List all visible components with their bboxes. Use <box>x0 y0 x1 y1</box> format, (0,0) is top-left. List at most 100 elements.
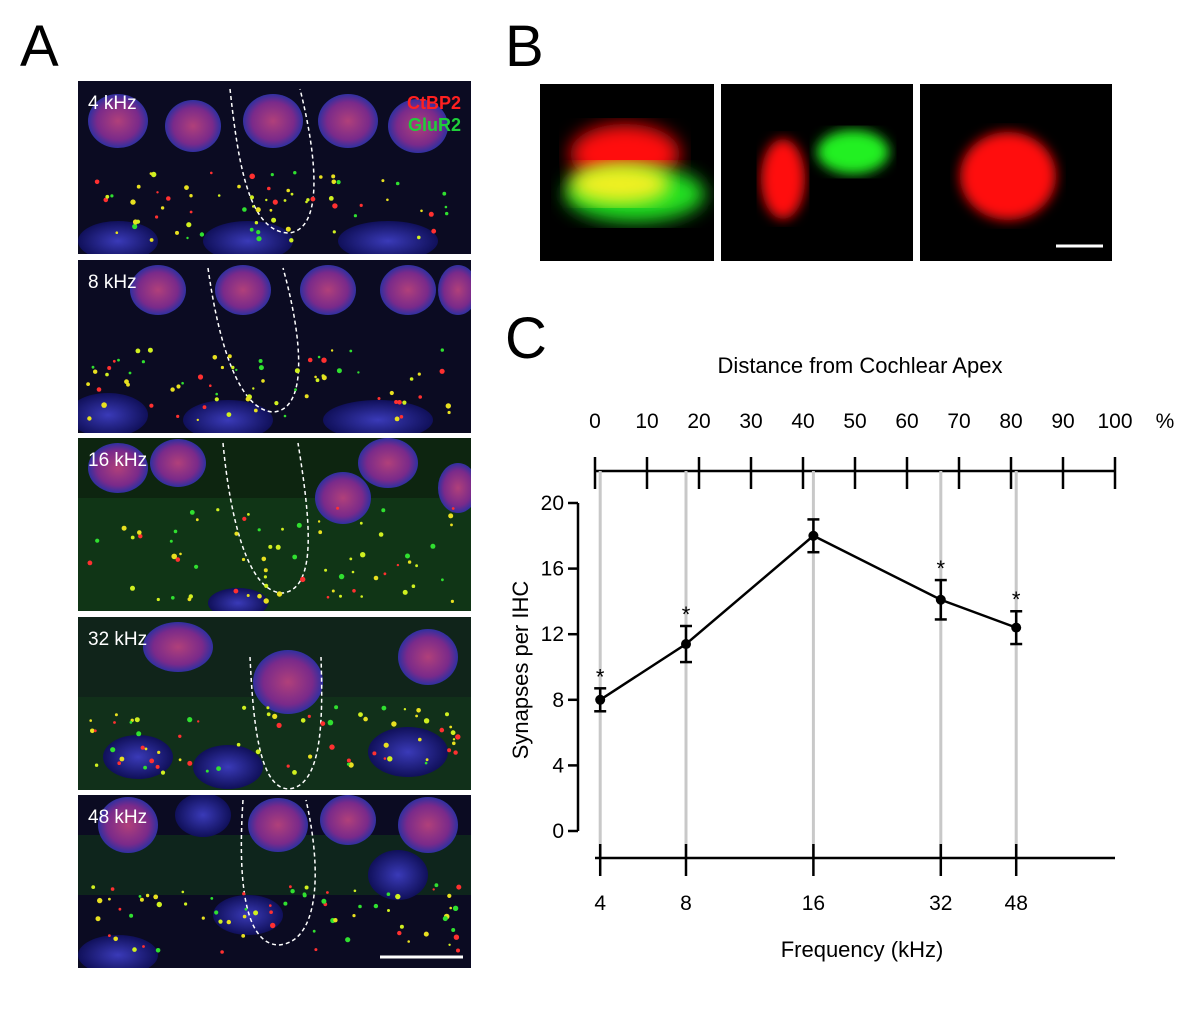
synapse-punctum <box>318 530 323 535</box>
y-axis: 0 4 8 12 16 20 <box>541 492 580 843</box>
synapse-punctum <box>212 355 218 360</box>
synapse-punctum <box>351 570 355 574</box>
synapse-punctum <box>442 916 448 922</box>
synapse-punctum <box>160 770 166 775</box>
synapse-punctum <box>244 907 248 911</box>
synapse-punctum <box>430 543 436 549</box>
synapse-punctum <box>242 516 247 521</box>
synapse-punctum <box>321 357 327 363</box>
synapse-punctum <box>258 365 264 371</box>
synapse-punctum <box>451 928 456 932</box>
synapse-punctum <box>169 539 173 543</box>
synapse-punctum <box>381 179 385 183</box>
y-axis-label: Synapses per IHC <box>508 581 533 760</box>
synapse-zoom-1 <box>540 84 714 261</box>
synapse-punctum <box>289 238 294 243</box>
micrograph-16khz: 16 kHz <box>78 438 471 611</box>
synapse-punctum <box>283 414 287 418</box>
y-axis-tick-label: 8 <box>552 689 564 712</box>
synapse-punctum <box>215 392 218 396</box>
synapse-punctum <box>420 209 423 213</box>
synapse-punctum <box>448 943 451 946</box>
synapse-punctum <box>455 734 461 740</box>
synapse-punctum <box>416 708 421 713</box>
synapse-punctum <box>235 368 238 372</box>
synapse-punctum <box>199 232 205 237</box>
synapse-punctum <box>242 207 247 212</box>
synapse-punctum <box>338 573 345 580</box>
synapse-punctum <box>450 599 454 603</box>
synapse-punctum <box>360 552 366 558</box>
synapse-punctum <box>261 379 265 383</box>
synapse-punctum <box>456 884 462 890</box>
synapse-punctum <box>186 222 192 228</box>
micrograph-art <box>78 795 471 968</box>
synapse-punctum <box>119 756 125 762</box>
synapse-punctum <box>136 184 141 189</box>
synapse-punctum <box>201 916 205 920</box>
synapse-punctum <box>353 214 357 218</box>
synapse-punctum <box>407 560 412 564</box>
synapse-punctum <box>332 230 336 234</box>
synapse-punctum <box>210 897 214 900</box>
synapse-punctum <box>448 513 454 519</box>
synapse-punctum <box>89 719 92 722</box>
synapse-punctum <box>216 508 220 512</box>
synapse-punctum <box>294 368 300 374</box>
synapse-punctum <box>381 705 387 711</box>
synapse-punctum <box>266 706 270 710</box>
synapse-punctum <box>114 713 118 717</box>
synapse-punctum <box>157 750 161 754</box>
synapse-punctum <box>140 745 145 750</box>
synapse-punctum <box>96 387 102 392</box>
synapse-punctum <box>283 901 288 906</box>
synapse-punctum <box>241 934 246 938</box>
synapse-punctum <box>253 408 258 413</box>
synapse-punctum <box>187 760 193 766</box>
synapse-punctum <box>134 717 140 723</box>
synapse-punctum <box>184 902 188 906</box>
synapse-punctum <box>246 594 250 597</box>
image-label: 32 kHz <box>88 629 148 650</box>
synapse-punctum <box>403 708 407 711</box>
top-axis-tick-label: 70 <box>947 410 970 433</box>
synapse-punctum <box>296 522 302 528</box>
synapse-punctum <box>281 527 284 531</box>
synapse-punctum <box>249 195 254 200</box>
synapse-punctum <box>87 416 92 421</box>
synapse-punctum <box>117 358 120 362</box>
synapse-punctum <box>269 904 272 907</box>
synapse-punctum <box>336 506 340 510</box>
synapse-punctum <box>117 761 121 765</box>
synapse-punctum <box>105 194 110 199</box>
synapse-punctum <box>237 184 241 189</box>
bottom-axis-tick-label: 4 <box>594 892 606 915</box>
image-label: 4 kHz <box>88 93 137 114</box>
synapse-punctum <box>453 934 460 940</box>
synapse-punctum <box>372 751 377 756</box>
synapse-punctum <box>440 348 444 352</box>
synapse-punctum <box>332 203 338 209</box>
synapse-punctum <box>450 730 456 736</box>
synapse-punctum <box>184 185 189 190</box>
synapse-punctum <box>249 227 254 232</box>
synapse-punctum <box>314 375 317 379</box>
synapse-punctum <box>447 893 452 898</box>
synapse-punctum <box>266 712 271 717</box>
synapse-punctum <box>349 349 353 353</box>
legend-ctbp2: CtBP2 <box>406 93 461 113</box>
synapse-punctum <box>94 763 99 767</box>
synapse-punctum <box>451 507 455 510</box>
synapse-punctum <box>286 764 290 768</box>
synapse-punctum <box>353 889 357 893</box>
synapse-punctum <box>290 889 295 894</box>
synapse-punctum <box>269 910 273 914</box>
panel-letter-a: A <box>20 14 59 79</box>
synapse-punctum <box>268 544 273 549</box>
synapse-punctum <box>302 892 307 896</box>
synapse-punctum <box>113 936 118 942</box>
synapse-punctum <box>110 194 114 198</box>
synapse-punctum <box>423 718 430 724</box>
synapse-punctum <box>151 171 157 178</box>
synapse-punctum <box>272 199 278 205</box>
